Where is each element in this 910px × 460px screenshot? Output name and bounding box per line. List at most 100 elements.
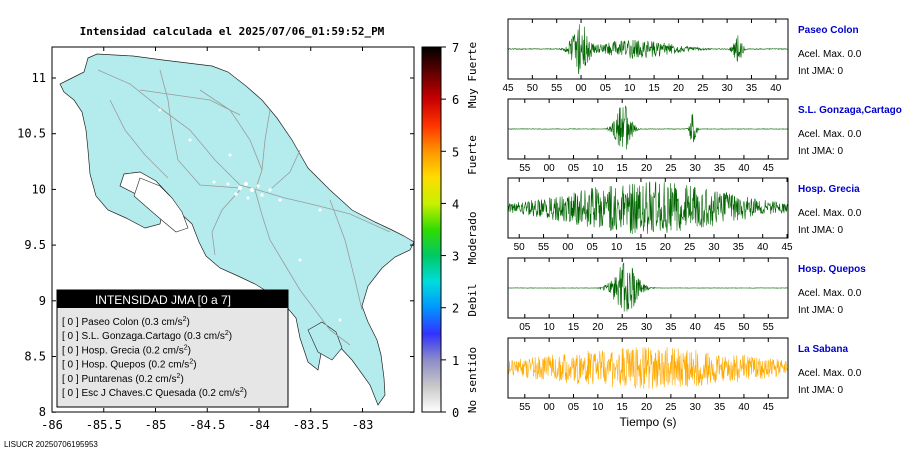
seismogram-tick-label: 35 [746,83,758,94]
seismogram-tick-label: 20 [592,322,604,333]
legend-entry-unit-exp: 2 [189,359,193,366]
seismogram-tick-label: 55 [519,163,531,174]
legend-entry-intensity: [ 0 ] [62,388,79,399]
legend-entry-unit-exp: 2 [177,373,181,380]
seismogram-tick-label: 20 [660,242,672,253]
seismogram-tick-label: 05 [568,402,580,413]
legend-entry: [ 0 ] S.L. Gonzaga.Cartago (0.3 cm/s2) [62,330,232,342]
seismogram-tick-label: 10 [544,322,556,333]
legend-entry-close: ) [188,345,191,356]
colorbar-labels: Muy Fuerte Fuerte Moderado Debil No sentido [466,42,479,413]
seismogram-tick-label: 35 [714,163,726,174]
map-title: Intensidad calculada el 2025/07/06_01:59… [80,25,385,38]
seismogram-frame [507,337,789,399]
legend-title: INTENSIDAD JMA [0 a 7] [95,293,231,307]
seismogram-tick-label: 20 [641,402,653,413]
legend-entry-intensity: [ 0 ] [62,374,79,385]
legend-entry-accel: (0.2 cm/s [148,360,189,371]
colorbar-label: Fuerte [466,135,479,175]
seismogram-frame [507,257,789,319]
seismogram-tick-label: 00 [544,163,556,174]
seismogram-tick-label: 05 [568,163,580,174]
map-xtick-label: -86 [41,418,63,432]
seismogram-tick-label: 35 [665,322,677,333]
legend-header [57,290,288,308]
map-xtick-label: -84 [248,418,270,432]
seismogram-tick-label: 30 [641,322,653,333]
colorbar-label: Moderado [466,212,479,265]
map-ytick-label: 11 [32,71,46,85]
seismogram-tick-label: 40 [738,402,750,413]
seismogram-tick-label: 30 [690,163,702,174]
legend-entry-close: ) [180,374,183,385]
colorbar-label: No sentido [466,347,479,413]
legend-entry-close: ) [193,360,196,371]
seismogram-panel: 50 55 00 05 10 15 20 25 30 35 40 45 Hosp. Grecia Acel… [507,177,862,253]
seismogram-tick-label: 30 [722,83,734,94]
seismogram-panel: 55 00 05 10 15 20 25 30 35 40 45 La Sabana Acel. Max… [507,337,862,413]
colorbar-tick-label: 3 [452,250,459,264]
legend-entry-close: ) [244,388,247,399]
seismogram-tick-label: 05 [519,322,531,333]
station-accel-max: Acel. Max. 0.0 [798,49,862,60]
legend-entries: [ 0 ] Paseo Colon (0.3 cm/s2)[ 0 ] S.L. … [62,316,247,399]
seismogram-tick-label: 15 [568,322,580,333]
legend-entry-close: ) [187,317,190,328]
seismogram-panel: 45 50 55 00 05 10 15 20 25 30 35 40 Paseo Colon Acel.… [502,18,862,94]
map-ytick-label: 10 [32,182,46,196]
seismogram-tick-label: 40 [757,242,769,253]
intensity-legend: INTENSIDAD JMA [0 a 7] [ 0 ] Paseo Colon… [56,289,289,408]
seismogram-trace [508,181,788,235]
colorbar-tick-label: 1 [452,354,459,368]
seismogram-frame [507,18,789,80]
legend-entry-intensity: [ 0 ] [62,317,79,328]
station-accel-max: Acel. Max. 0.0 [798,368,862,379]
seismogram-tick-label: 10 [592,163,604,174]
seismogram-tick-label: 15 [617,163,629,174]
legend-entry-intensity: [ 0 ] [62,345,79,356]
map-xtick-label: -83 [352,418,374,432]
station-accel-max: Acel. Max. 0.0 [798,129,862,140]
legend-entry-unit-exp: 2 [240,387,244,394]
city-cluster [128,108,342,322]
station-name: Hosp. Quepos [798,264,866,275]
colorbar-tick-label: 0 [452,406,459,420]
seismogram-tick-label: 15 [649,83,661,94]
legend-entry-intensity: [ 0 ] [62,360,79,371]
legend-entry-station: Puntarenas [81,374,132,385]
colorbar-tick-label: 4 [452,197,459,211]
seismogram-tick-label: 15 [635,242,647,253]
colorbar-label: Muy Fuerte [466,42,479,108]
station-name: Paseo Colon [798,25,859,36]
map-frame [51,46,415,413]
station-accel-max: Acel. Max. 0.0 [798,208,862,219]
seismogram-tick-label: 05 [587,242,599,253]
seismogram-tick-label: 45 [763,163,775,174]
seismogram-tick-label: 10 [592,402,604,413]
legend-entry-station: Esc J Chaves.C Quesada [81,388,196,399]
seismogram-trace [508,262,788,312]
seismogram-frame [507,177,789,239]
station-int-jma: Int JMA: 0 [798,146,843,157]
station-int-jma: Int JMA: 0 [798,225,843,236]
seismogram-tick-label: 45 [763,402,775,413]
seismogram-tick-label: 00 [562,242,574,253]
seismogram-tick-label: 05 [600,83,612,94]
station-int-jma: Int JMA: 0 [798,385,843,396]
legend-entry: [ 0 ] Esc J Chaves.C Quesada (0.2 cm/s2) [62,387,247,399]
seismogram-panel: 05 10 15 20 25 30 35 40 45 50 55 Hosp. Quepos Acel. … [507,257,866,333]
colorbar-label: Debil [466,283,479,316]
station-name: S.L. Gonzaga,Cartago [798,105,902,116]
legend-entry-station: Hosp. Quepos [81,360,145,371]
legend-entry-station: S.L. Gonzaga.Cartago [81,331,181,342]
seismogram-tick-label: 35 [733,242,745,253]
station-accel-max: Acel. Max. 0.0 [798,288,862,299]
gulf-of-nicoya [133,177,189,233]
colorbar-tick-label: 5 [452,145,459,159]
legend-entry-unit-exp: 2 [183,316,187,323]
station-name: La Sabana [798,344,848,355]
station-int-jma: Int JMA: 0 [798,66,843,77]
osa-peninsula [307,321,343,361]
seismogram-tick-label: 00 [575,83,587,94]
